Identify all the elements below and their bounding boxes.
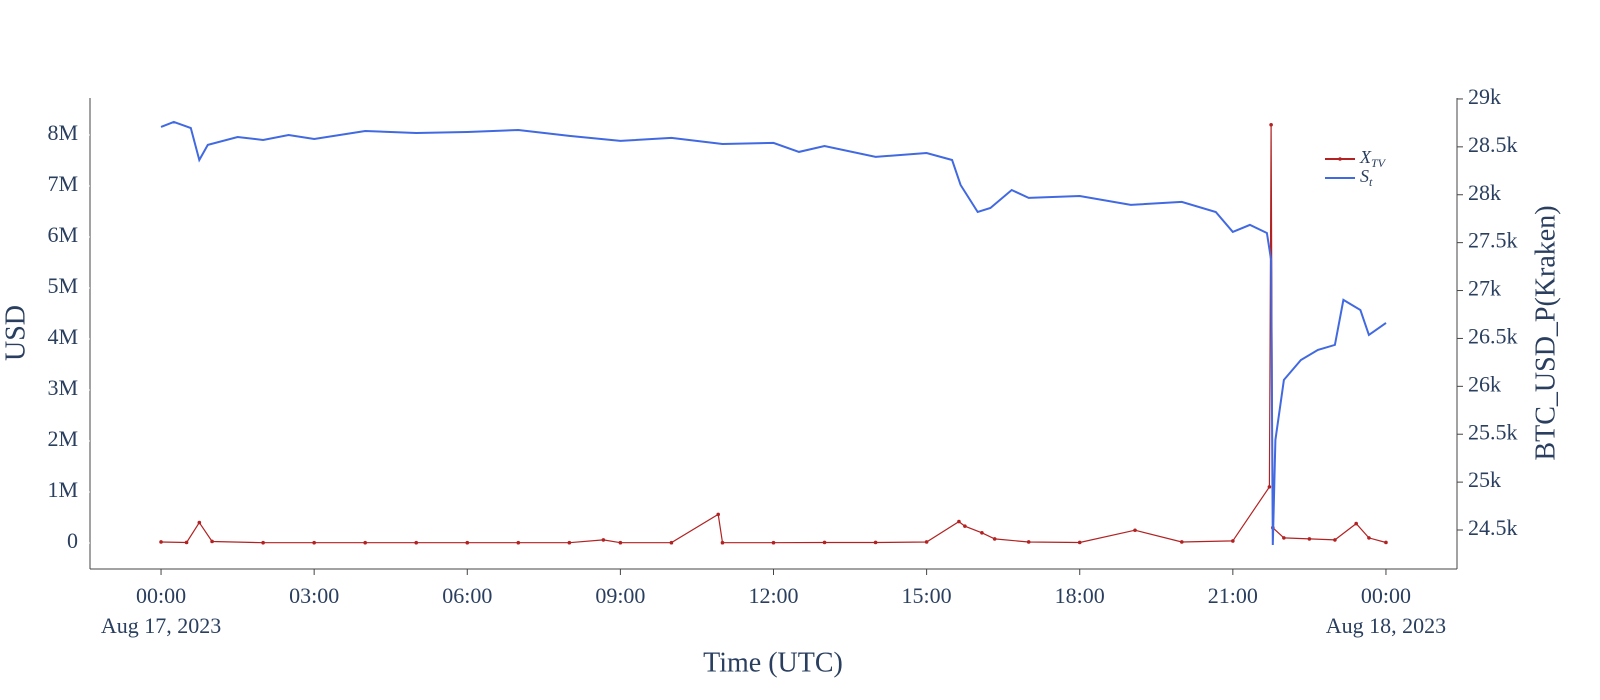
y2-tick-label: 25k: [1468, 467, 1501, 492]
data-point: [567, 540, 572, 545]
data-point: [210, 539, 214, 544]
data-point: [669, 540, 674, 545]
legend-label: St: [1360, 166, 1373, 189]
data-point: [771, 540, 776, 545]
data-point: [720, 540, 725, 545]
legend-label-sub: TV: [1371, 156, 1387, 170]
y-tick-label: 4M: [47, 324, 78, 349]
data-point: [822, 540, 827, 545]
x-tick-label: 12:00: [748, 583, 798, 608]
data-point: [1269, 122, 1273, 127]
data-point: [618, 540, 623, 545]
data-point: [197, 520, 202, 525]
data-point: [924, 540, 929, 544]
data-point: [1180, 540, 1184, 544]
y2-tick-label: 29k: [1468, 84, 1501, 109]
data-point: [465, 540, 470, 545]
data-point: [873, 540, 878, 545]
y-tick-label: 2M: [47, 426, 78, 451]
y-tick-label: 6M: [47, 222, 78, 247]
legend-label-sub: t: [1369, 175, 1373, 189]
y-tick-label: 1M: [47, 477, 78, 502]
data-point: [1384, 540, 1388, 545]
x-tick-label: 21:00: [1208, 583, 1258, 608]
y2-tick-label: 27k: [1468, 276, 1501, 301]
data-point: [980, 530, 984, 535]
y2-axis-title: BTC_USD_P(Kraken): [1530, 205, 1561, 460]
data-point: [1307, 537, 1312, 541]
x-tick-sublabel: Aug 17, 2023: [101, 613, 221, 638]
y-tick-label: 0: [67, 528, 78, 553]
x-tick-label: 06:00: [442, 583, 492, 608]
data-point: [963, 524, 967, 528]
x-tick-label: 00:00: [136, 583, 186, 608]
data-point: [414, 540, 419, 545]
legend-marker: [1338, 157, 1342, 161]
y2-tick-label: 25.5k: [1468, 419, 1518, 444]
y-tick-label: 8M: [47, 120, 78, 145]
y-tick-label: 5M: [47, 273, 78, 298]
y-tick-label: 3M: [47, 375, 78, 400]
data-point: [1077, 540, 1082, 545]
y2-tick-label: 27.5k: [1468, 228, 1518, 253]
x-tick-label: 00:00: [1361, 583, 1411, 608]
x-tick-label: 15:00: [902, 583, 952, 608]
data-point: [1333, 538, 1337, 542]
y2-tick-label: 26.5k: [1468, 323, 1518, 348]
legend-label-base: S: [1360, 166, 1369, 186]
data-point: [184, 540, 189, 545]
data-point: [601, 538, 606, 542]
x-tick-label: 03:00: [289, 583, 339, 608]
y-axis-title: USD: [0, 305, 31, 361]
x-tick-sublabel: Aug 18, 2023: [1326, 613, 1446, 638]
data-point: [992, 537, 997, 541]
data-point: [716, 512, 721, 517]
data-point: [1231, 539, 1235, 543]
data-point: [261, 540, 265, 545]
data-point: [312, 540, 316, 545]
y-tick-label: 7M: [47, 171, 78, 196]
data-point: [1282, 536, 1286, 540]
data-point: [1354, 521, 1358, 526]
data-point: [1267, 485, 1272, 489]
y2-tick-label: 28k: [1468, 180, 1501, 205]
x-tick-label: 18:00: [1055, 583, 1105, 608]
series-line: [160, 120, 1387, 546]
data-point: [1367, 536, 1371, 540]
data-point: [363, 540, 367, 545]
series-line: [160, 124, 1387, 544]
y2-tick-label: 24.5k: [1468, 515, 1518, 540]
legend-label-base: X: [1359, 147, 1372, 167]
data-point: [1133, 528, 1137, 533]
data-point: [159, 540, 163, 544]
legend-label: XTV: [1359, 147, 1387, 170]
data-point: [516, 540, 521, 545]
data-point: [957, 519, 961, 524]
x-axis-title: Time (UTC): [703, 647, 843, 678]
x-tick-label: 09:00: [595, 583, 645, 608]
y2-tick-label: 26k: [1468, 371, 1501, 396]
data-point: [1026, 540, 1031, 544]
y2-tick-label: 28.5k: [1468, 132, 1518, 157]
